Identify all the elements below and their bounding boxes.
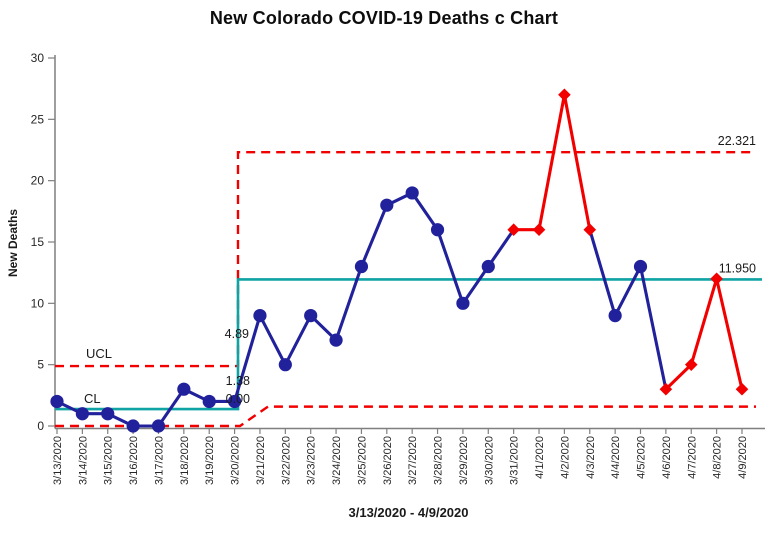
x-tick-label: 4/3/2020 <box>585 436 597 479</box>
series-segment <box>360 204 389 268</box>
ucl-line <box>55 150 753 368</box>
data-point-signal <box>659 382 673 396</box>
data-point <box>633 259 648 274</box>
x-tick-label: 3/29/2020 <box>458 436 470 485</box>
limit-label: 11.950 <box>719 261 756 275</box>
series-segment <box>487 228 515 268</box>
data-point <box>380 198 394 212</box>
data-point <box>50 394 64 409</box>
x-axis-title: 3/13/2020 - 4/9/2020 <box>348 505 469 520</box>
data-point <box>456 296 470 310</box>
chart-title: New Colorado COVID-19 Deaths c Chart <box>209 8 559 28</box>
series-segment <box>664 363 693 391</box>
y-tick-label: 15 <box>31 235 45 249</box>
data-point-signal <box>558 88 571 102</box>
series-segment <box>562 94 592 231</box>
x-tick-label: 3/24/2020 <box>331 436 343 485</box>
x-tick-label: 3/21/2020 <box>255 436 267 485</box>
data-point-signal <box>735 382 749 396</box>
data-point <box>75 407 89 421</box>
x-tick-label: 3/14/2020 <box>77 436 89 485</box>
limit-label: 22.321 <box>718 134 756 148</box>
data-point <box>304 309 318 323</box>
series-segment <box>157 388 186 427</box>
x-tick-label: 4/4/2020 <box>610 436 622 479</box>
data-point-signal <box>507 223 520 237</box>
x-tick-label: 4/1/2020 <box>534 436 546 479</box>
y-tick-label: 5 <box>37 358 44 372</box>
x-tick-label: 3/30/2020 <box>483 436 495 485</box>
limit-label: CL <box>84 391 101 406</box>
data-point <box>227 394 242 409</box>
data-point <box>430 223 445 237</box>
data-point <box>253 309 267 323</box>
y-tick-label: 25 <box>31 112 45 126</box>
y-tick-label: 20 <box>31 174 45 188</box>
series-segment <box>613 265 642 317</box>
limit-label: 1.38 <box>226 374 250 388</box>
series-segment <box>715 278 744 390</box>
x-tick-label: 3/19/2020 <box>204 436 216 485</box>
y-tick-label: 10 <box>31 296 45 310</box>
series-segment <box>283 314 313 366</box>
limit-label: 0.00 <box>226 392 250 406</box>
x-tick-label: 3/28/2020 <box>433 436 445 485</box>
limit-label: 4.89 <box>225 327 249 341</box>
data-point <box>329 333 343 347</box>
data-point <box>608 309 622 323</box>
x-tick-label: 3/20/2020 <box>230 436 242 485</box>
x-tick-label: 3/13/2020 <box>52 436 64 485</box>
data-point <box>126 419 140 433</box>
data-point-signal <box>710 272 723 286</box>
data-point-signal <box>532 223 546 237</box>
series-segment <box>638 266 668 390</box>
x-tick-label: 3/16/2020 <box>128 436 140 485</box>
x-tick-label: 3/22/2020 <box>280 436 292 485</box>
series-segment <box>258 314 287 366</box>
data-point <box>151 419 166 433</box>
x-tick-label: 3/31/2020 <box>509 436 521 485</box>
data-point <box>278 358 292 372</box>
y-tick-label: 30 <box>31 51 45 65</box>
x-tick-label: 3/26/2020 <box>382 436 394 485</box>
series-segment <box>588 229 617 317</box>
series-segment <box>537 94 566 231</box>
x-tick-label: 3/27/2020 <box>407 436 419 485</box>
center-line <box>55 278 762 411</box>
series-segment <box>436 229 465 304</box>
series-segment <box>233 315 262 402</box>
x-tick-label: 4/5/2020 <box>636 436 648 479</box>
data-point <box>177 382 191 396</box>
series-segment <box>334 266 363 341</box>
x-tick-label: 4/8/2020 <box>712 436 724 479</box>
x-tick-label: 3/15/2020 <box>103 436 115 485</box>
data-point <box>202 394 216 409</box>
x-tick-label: 4/2/2020 <box>559 436 571 479</box>
x-tick-label: 4/6/2020 <box>661 436 673 479</box>
limit-label: UCL <box>86 346 112 361</box>
data-point-signal <box>684 358 698 371</box>
data-point <box>481 259 495 274</box>
x-tick-label: 4/7/2020 <box>686 436 698 479</box>
x-tick-label: 4/9/2020 <box>737 436 749 479</box>
x-tick-label: 3/17/2020 <box>153 436 165 485</box>
x-tick-label: 3/23/2020 <box>306 436 318 485</box>
axes <box>54 55 765 430</box>
data-point-signal <box>583 223 597 237</box>
x-tick-label: 3/25/2020 <box>356 436 368 485</box>
y-tick-label: 0 <box>37 419 44 433</box>
data-point <box>354 259 369 274</box>
data-point <box>405 186 419 200</box>
x-tick-label: 3/18/2020 <box>179 436 191 485</box>
series-segment <box>689 278 719 366</box>
series-segment <box>410 192 439 231</box>
series-segment <box>461 265 490 305</box>
data-point <box>101 407 115 421</box>
